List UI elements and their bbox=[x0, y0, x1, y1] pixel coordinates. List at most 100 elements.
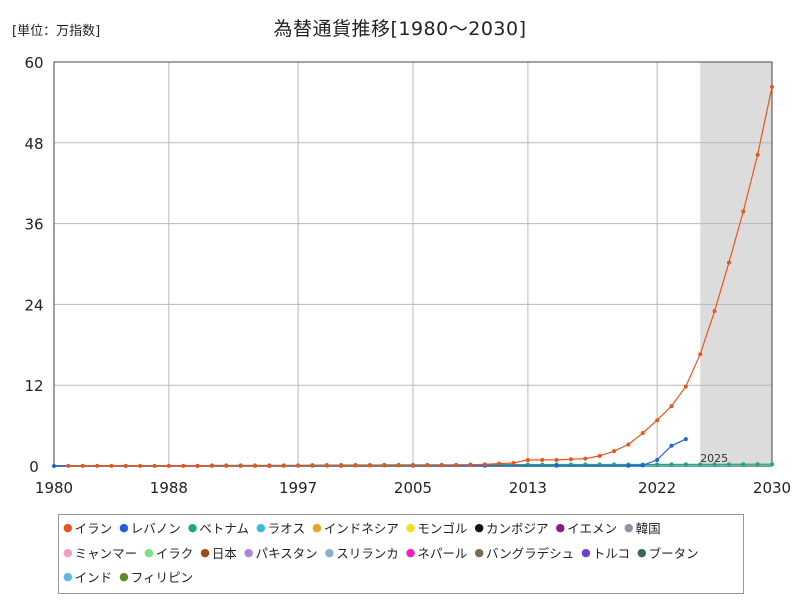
data-point bbox=[655, 457, 660, 462]
data-point bbox=[95, 463, 100, 468]
legend-label: レバノン bbox=[130, 521, 181, 536]
data-point bbox=[755, 462, 760, 467]
legend-marker-icon: ● bbox=[256, 521, 266, 534]
legend-item: ● レバノン bbox=[119, 519, 181, 536]
data-point bbox=[253, 463, 258, 468]
legend-marker-icon: ● bbox=[405, 545, 416, 559]
legend-item: ● 日本 bbox=[200, 544, 237, 561]
data-point bbox=[482, 462, 487, 467]
legend-label: バングラデシュ bbox=[485, 545, 575, 561]
x-tick-label: 2013 bbox=[509, 479, 547, 497]
data-point bbox=[123, 463, 128, 468]
series-line bbox=[68, 86, 773, 467]
data-point bbox=[698, 462, 703, 467]
data-point bbox=[669, 404, 674, 409]
data-point bbox=[612, 449, 617, 454]
data-point bbox=[52, 464, 56, 468]
legend-label: ネパール bbox=[417, 545, 468, 561]
data-point bbox=[712, 462, 717, 467]
data-point bbox=[712, 309, 717, 314]
data-point bbox=[726, 260, 731, 265]
data-point bbox=[224, 463, 229, 468]
data-point bbox=[310, 463, 315, 468]
data-point bbox=[439, 463, 444, 468]
data-point bbox=[66, 463, 71, 468]
data-point bbox=[209, 463, 214, 468]
data-point bbox=[683, 384, 688, 389]
x-tick-label: 1988 bbox=[150, 479, 188, 497]
data-point bbox=[166, 463, 171, 468]
y-tick-label: 24 bbox=[24, 296, 43, 314]
data-point bbox=[411, 463, 415, 468]
data-point bbox=[324, 463, 329, 468]
legend-marker-icon: ● bbox=[637, 545, 647, 559]
legend-item: ● ブータン bbox=[637, 544, 699, 561]
legend-marker-icon: ● bbox=[624, 521, 634, 534]
legend-marker-icon: ● bbox=[63, 570, 73, 584]
y-tick-label: 60 bbox=[24, 54, 43, 72]
data-point bbox=[770, 462, 774, 467]
data-point bbox=[683, 462, 688, 467]
data-point bbox=[726, 462, 731, 467]
data-point bbox=[741, 462, 746, 467]
legend-item: ● フィリピン bbox=[119, 568, 193, 585]
legend-label: ベトナム bbox=[199, 521, 249, 536]
data-point bbox=[238, 463, 243, 468]
data-point bbox=[755, 152, 760, 157]
legend-label: ミャンマー bbox=[74, 545, 138, 561]
legend-marker-icon: ● bbox=[187, 521, 198, 534]
legend-item: ● トルコ bbox=[581, 544, 630, 561]
data-point bbox=[525, 457, 530, 462]
x-tick-label: 1980 bbox=[35, 479, 73, 497]
legend-item: ● イエメン bbox=[556, 519, 618, 536]
data-point bbox=[669, 443, 674, 448]
legend-marker-icon: ● bbox=[474, 521, 484, 534]
annotation-label: 2025 bbox=[700, 452, 728, 465]
legend-marker-icon: ● bbox=[144, 545, 154, 559]
legend-label: イラク bbox=[155, 545, 194, 561]
data-point bbox=[568, 457, 573, 462]
data-point bbox=[540, 457, 545, 462]
legend-label: イエメン bbox=[567, 521, 617, 536]
x-tick-label: 2005 bbox=[394, 479, 432, 497]
legend-item: ● インドネシア bbox=[312, 519, 399, 536]
x-tick-label: 1997 bbox=[279, 479, 317, 497]
data-point bbox=[583, 456, 588, 461]
data-point bbox=[655, 418, 660, 423]
legend-marker-icon: ● bbox=[555, 521, 566, 534]
data-point bbox=[353, 463, 358, 468]
data-point bbox=[367, 463, 372, 468]
data-point bbox=[267, 463, 272, 468]
data-point bbox=[741, 209, 746, 214]
data-point bbox=[339, 463, 344, 468]
data-point bbox=[281, 463, 286, 468]
legend-label: トルコ bbox=[592, 545, 630, 561]
data-point bbox=[181, 463, 186, 468]
legend-label: スリランカ bbox=[336, 545, 399, 561]
line-chart: 0 12 24 36 48 60 1980 1988 1997 2005 2013 2022 2030 2… bbox=[24, 54, 791, 497]
legend-item: ● ラオス bbox=[256, 519, 305, 536]
legend-label: カンボジア bbox=[485, 521, 549, 536]
legend-item: ● ベトナム bbox=[188, 519, 249, 536]
y-tick-label: 36 bbox=[24, 216, 43, 234]
data-point bbox=[497, 461, 502, 466]
data-point bbox=[640, 431, 645, 436]
data-point bbox=[80, 463, 85, 468]
data-point bbox=[138, 463, 143, 468]
legend-label: ブータン bbox=[648, 545, 699, 561]
chart-title: 為替通貨推移[1980～2030] bbox=[273, 18, 527, 40]
data-point bbox=[425, 463, 430, 468]
data-point bbox=[669, 462, 674, 467]
y-tick-label: 0 bbox=[29, 458, 39, 476]
data-point bbox=[655, 462, 660, 467]
legend-marker-icon: ● bbox=[119, 570, 129, 584]
x-tick-label: 2022 bbox=[638, 479, 676, 497]
data-point bbox=[626, 463, 631, 468]
legend-marker-icon: ● bbox=[312, 521, 322, 534]
legend-marker-icon: ● bbox=[405, 521, 416, 534]
forecast-shade bbox=[700, 62, 772, 466]
legend-item: ● 韓国 bbox=[624, 519, 661, 536]
data-point bbox=[770, 84, 774, 89]
legend-label: イラン bbox=[74, 521, 113, 536]
data-point bbox=[698, 352, 703, 357]
